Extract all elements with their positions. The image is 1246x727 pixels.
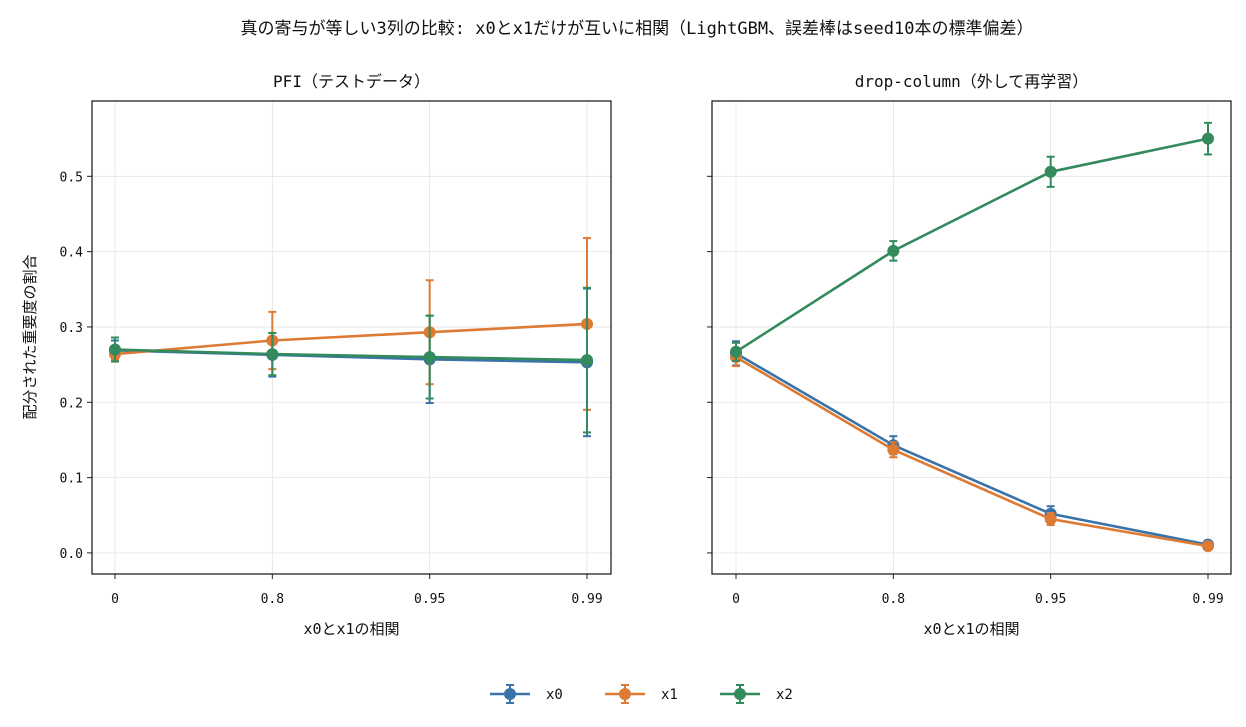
series-line-x0	[735, 352, 1209, 546]
point-x2	[581, 354, 593, 367]
point-x2	[266, 348, 279, 361]
x-tick-label: 0	[732, 592, 740, 607]
panel-pfi-ylabel: 配分された重要度の割合	[21, 254, 39, 419]
x-tick-label: 0.95	[1035, 592, 1066, 607]
point-x1	[887, 443, 900, 456]
panel-drop-column-title: drop-column（外して再学習）	[855, 72, 1088, 91]
legend-item-x1: x1	[605, 684, 678, 704]
panel-drop-column-xlabel: x0とx1の相関	[923, 620, 1019, 638]
series-x2	[109, 286, 593, 434]
series-line-x1	[114, 322, 588, 356]
figure-suptitle: 真の寄与が等しい3列の比較: x0とx1だけが互いに相関（LightGBM、誤差…	[241, 19, 1034, 39]
point-x1	[1202, 540, 1214, 553]
axes-frame-drop-column	[711, 100, 1232, 575]
legend-item-x0: x0	[490, 684, 563, 704]
point-x2	[887, 244, 900, 257]
legend-marker-x1	[619, 688, 631, 700]
series-x0	[730, 340, 1214, 551]
panel-drop-column: drop-column（外して再学習） x0とx1の相関 0 0.8 0.95 0.9…	[707, 72, 1232, 638]
point-x2	[730, 345, 742, 358]
series-x0	[109, 287, 593, 438]
point-x2	[1044, 165, 1057, 178]
series-line-x2	[114, 348, 588, 362]
legend-label-x0: x0	[546, 687, 563, 703]
series-x2	[730, 121, 1214, 362]
point-x1	[1044, 513, 1057, 526]
legend-item-x2: x2	[720, 684, 793, 704]
panel-pfi-xlabel: x0とx1の相関	[303, 620, 399, 638]
legend: x0 x1 x2	[490, 684, 793, 704]
x-tick-label: 0.99	[1192, 592, 1223, 607]
panel-pfi-title: PFI（テストデータ）	[273, 72, 430, 91]
legend-marker-x2	[734, 688, 746, 700]
point-x2	[109, 343, 121, 356]
series-x1	[109, 237, 593, 411]
x-tick-label: 0.8	[261, 592, 284, 607]
x-tick-label: 0.99	[571, 592, 602, 607]
axes-frame-pfi	[91, 100, 612, 575]
legend-marker-x0	[504, 688, 516, 700]
point-x2	[423, 351, 436, 364]
panel-pfi: PFI（テストデータ） x0とx1の相関 配分された重要度の割合 0.0 0.1 0…	[21, 72, 612, 638]
y-tick-label: 0.5	[60, 170, 83, 185]
x-tick-label: 0.95	[414, 592, 445, 607]
legend-label-x2: x2	[776, 687, 793, 703]
x-tick-label: 0	[111, 592, 119, 607]
y-tick-label: 0.0	[60, 547, 83, 562]
series-line-x1	[735, 355, 1209, 548]
y-tick-label: 0.3	[60, 321, 83, 336]
legend-label-x1: x1	[661, 687, 678, 703]
series-x1	[730, 347, 1214, 553]
point-x2	[1202, 132, 1214, 145]
y-tick-label: 0.2	[60, 396, 83, 411]
y-tick-label: 0.4	[60, 246, 84, 261]
series-line-x2	[735, 137, 1209, 353]
x-tick-label: 0.8	[882, 592, 905, 607]
y-tick-label: 0.1	[60, 472, 83, 487]
